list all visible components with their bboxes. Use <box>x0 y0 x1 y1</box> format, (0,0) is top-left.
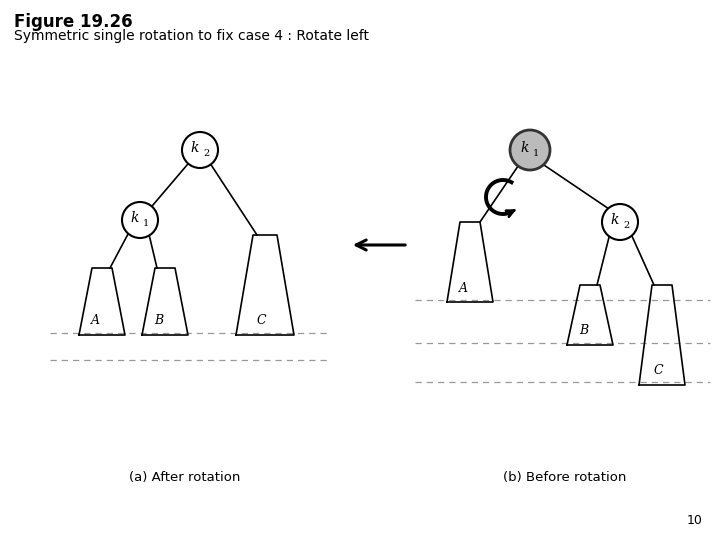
Text: B: B <box>580 325 588 338</box>
Text: Figure 19.26: Figure 19.26 <box>14 13 132 31</box>
Text: k: k <box>521 141 529 155</box>
Text: 1: 1 <box>533 148 539 158</box>
Text: C: C <box>653 364 663 377</box>
Circle shape <box>510 130 550 170</box>
Text: k: k <box>130 211 139 225</box>
Text: 2: 2 <box>623 220 629 230</box>
Text: k: k <box>191 141 199 155</box>
Text: 2: 2 <box>203 148 210 158</box>
Text: (b) Before rotation: (b) Before rotation <box>503 471 626 484</box>
Text: 1: 1 <box>143 219 149 227</box>
Text: k: k <box>611 213 619 227</box>
Text: A: A <box>459 281 467 294</box>
Text: 10: 10 <box>687 514 703 526</box>
Circle shape <box>182 132 218 168</box>
Text: (a) After rotation: (a) After rotation <box>130 471 240 484</box>
Circle shape <box>122 202 158 238</box>
Text: C: C <box>256 314 266 327</box>
Text: Symmetric single rotation to fix case 4 : Rotate left: Symmetric single rotation to fix case 4 … <box>14 29 369 43</box>
Text: B: B <box>154 314 163 327</box>
Circle shape <box>602 204 638 240</box>
Text: A: A <box>91 314 99 327</box>
